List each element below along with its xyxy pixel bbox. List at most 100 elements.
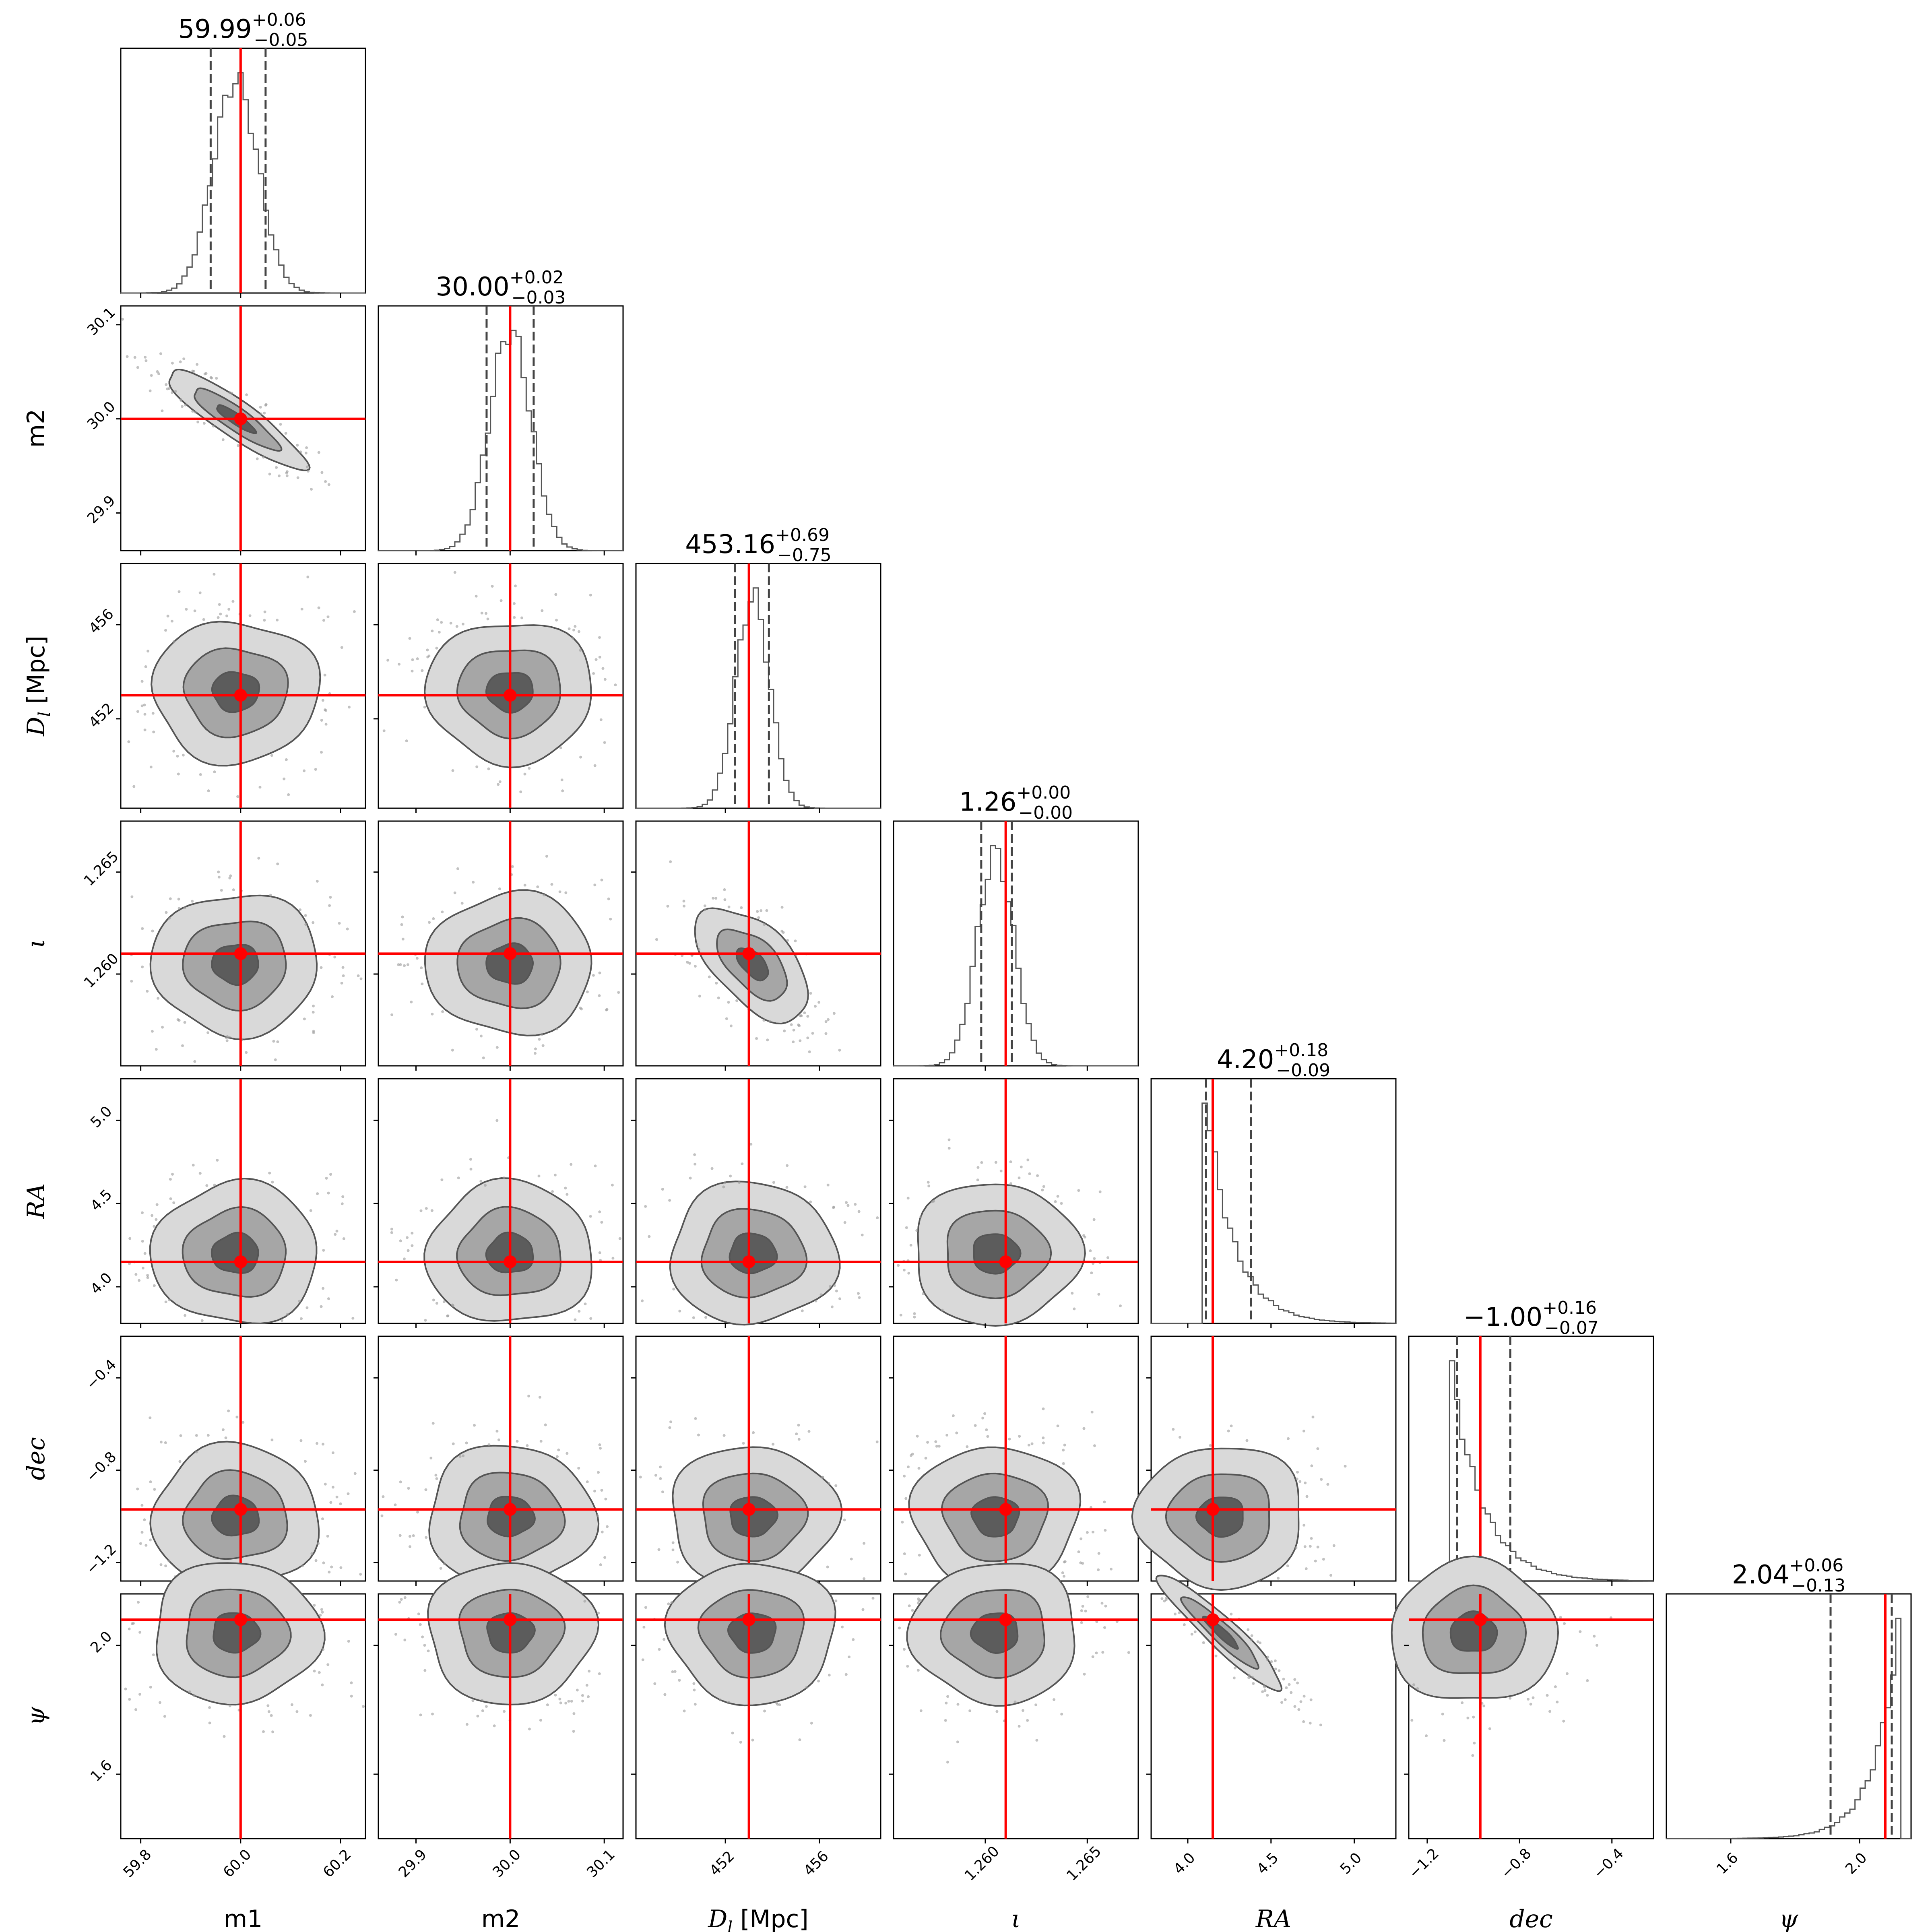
scatter-point (617, 991, 620, 994)
contour-level-2 (213, 1612, 262, 1654)
y-tick-label: −0.4 (83, 1356, 120, 1393)
scatter-point (566, 1193, 569, 1196)
scatter-point (614, 683, 617, 687)
scatter-point (461, 622, 464, 625)
scatter-point (196, 420, 200, 423)
scatter-point (598, 656, 601, 659)
scatter-point (913, 1312, 916, 1315)
scatter-point (909, 1244, 912, 1247)
panel-title: −1.00+0.16 −0.07 (1463, 1298, 1599, 1338)
scatter-point (279, 423, 282, 426)
scatter-point (1026, 1158, 1030, 1162)
scatter-point (738, 1181, 741, 1184)
scatter-point (1441, 1713, 1444, 1715)
scatter-point (678, 1309, 681, 1313)
scatter-point (140, 1531, 144, 1534)
panel-title: 4.20+0.18 −0.09 (1217, 1040, 1330, 1081)
scatter-point (498, 887, 501, 890)
scatter-point (676, 1560, 679, 1564)
scatter-point (320, 1305, 323, 1308)
y-tick-label: 1.265 (81, 848, 122, 890)
scatter-point (208, 1721, 211, 1725)
scatter-point (202, 618, 205, 621)
scatter-point (1119, 1304, 1122, 1307)
scatter-point (181, 1044, 184, 1047)
scatter-point (258, 786, 262, 789)
scatter-point (1305, 1567, 1308, 1570)
panel-title: 30.00+0.02 −0.03 (436, 267, 566, 308)
contour-level-2 (727, 1612, 777, 1654)
scatter-point (792, 1040, 795, 1044)
contour-level-2 (729, 1232, 778, 1274)
scatter-point (798, 1738, 801, 1741)
scatter-point (328, 1571, 331, 1574)
scatter-point (134, 1273, 138, 1276)
scatter-point (257, 857, 260, 860)
scatter-point (537, 1174, 541, 1178)
truth-marker (234, 1613, 247, 1626)
truth-marker (504, 689, 517, 702)
scatter-point (794, 939, 797, 943)
axis-label: ψ (22, 1707, 50, 1726)
scatter-point (143, 704, 146, 706)
scatter-point (543, 894, 545, 897)
scatter-point (1060, 1713, 1063, 1716)
scatter-point (1326, 1483, 1329, 1486)
scatter-point (316, 879, 319, 883)
scatter-point (320, 966, 323, 969)
scatter-point (335, 1495, 339, 1499)
scatter-point (603, 678, 607, 681)
scatter-point (599, 718, 603, 721)
scatter-point (270, 1439, 274, 1441)
scatter-point (1082, 1427, 1086, 1430)
scatter-point (858, 1296, 861, 1299)
scatter-point (176, 755, 179, 758)
scatter-point (1245, 1439, 1249, 1442)
scatter-point (500, 599, 503, 602)
scatter-point (1303, 1545, 1307, 1548)
scatter-point (778, 1703, 781, 1706)
x-tick-label: −1.2 (1406, 1845, 1442, 1882)
scatter-point (321, 1611, 324, 1614)
scatter-point (995, 1710, 999, 1713)
y-tick-label: −0.8 (83, 1449, 120, 1485)
scatter-point (600, 1221, 603, 1224)
contour-level-2 (211, 1494, 260, 1537)
scatter-point (693, 1153, 696, 1156)
scatter-point (593, 883, 597, 887)
scatter-point (191, 410, 194, 413)
scatter-point (800, 1014, 803, 1018)
scatter-point (138, 1631, 142, 1634)
scatter-point (785, 1186, 788, 1189)
scatter-point (1250, 1638, 1253, 1641)
scatter-point (458, 1455, 462, 1458)
scatter-point (479, 1180, 483, 1183)
scatter-point (199, 773, 202, 776)
scatter-point (158, 1701, 161, 1704)
scatter-point (693, 1688, 696, 1692)
scatter-point (799, 1039, 802, 1042)
scatter-point (228, 1036, 231, 1039)
scatter-point (183, 1021, 186, 1024)
contour-panel-3-2 (631, 820, 881, 1071)
scatter-point (1294, 1546, 1298, 1550)
scatter-point (648, 1235, 651, 1238)
scatter-point (559, 1701, 562, 1705)
scatter-point (149, 1686, 152, 1689)
scatter-point (555, 1027, 559, 1030)
scatter-point (462, 1454, 465, 1457)
scatter-point (213, 770, 216, 774)
scatter-point (419, 1209, 423, 1212)
scatter-point (121, 318, 124, 321)
scatter-point (536, 885, 539, 888)
scatter-point (671, 1541, 675, 1544)
scatter-point (245, 1051, 248, 1054)
scatter-point (159, 1563, 163, 1566)
scatter-point (523, 772, 526, 776)
scatter-point (511, 865, 514, 868)
histogram-3: 1.26+0.00 −0.00 (893, 782, 1139, 1071)
scatter-point (937, 1445, 941, 1448)
scatter-point (806, 1036, 809, 1040)
scatter-point (380, 1514, 384, 1517)
scatter-point (1250, 1634, 1253, 1637)
